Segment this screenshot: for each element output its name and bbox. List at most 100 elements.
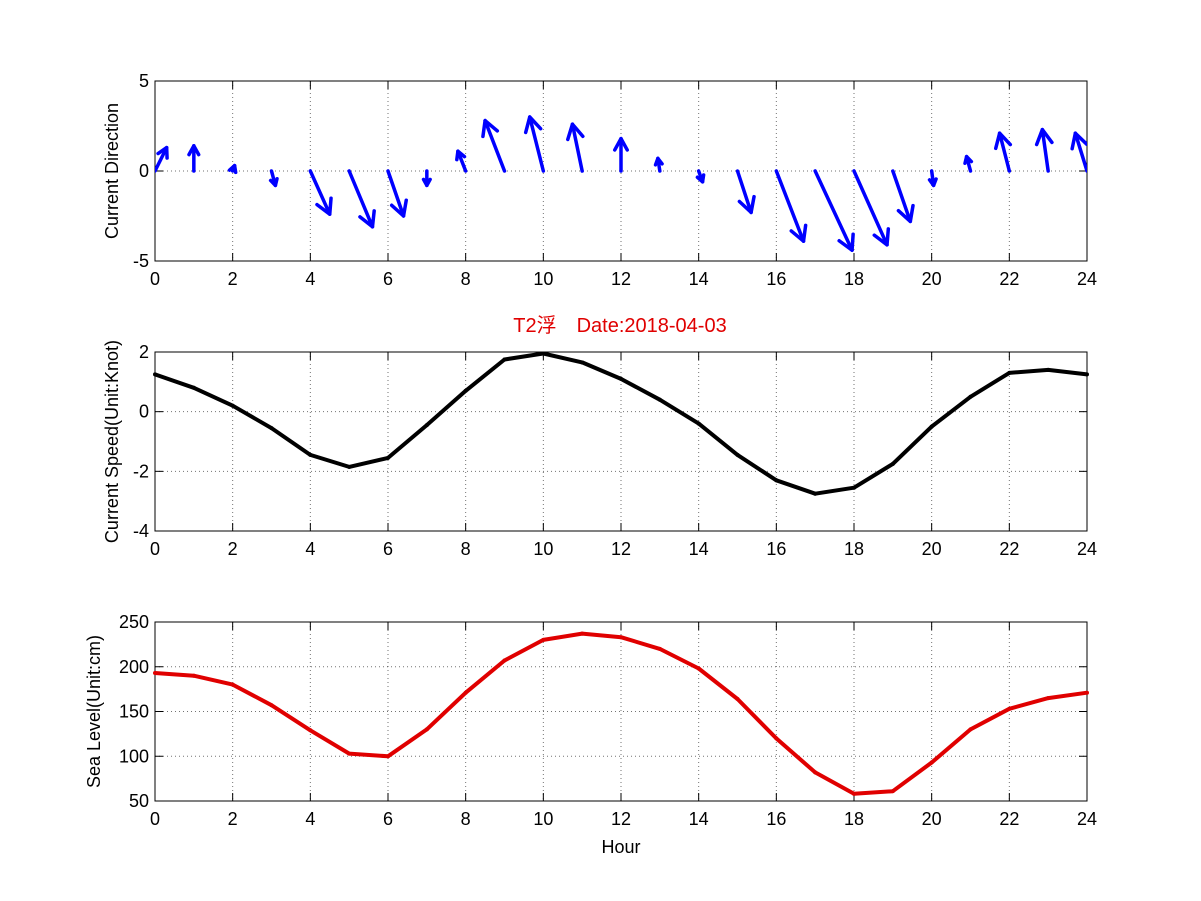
data-point: [230, 403, 235, 408]
quiver-arrow: [421, 169, 432, 188]
quiver-arrow: [1034, 127, 1054, 173]
x-tick-label: 0: [150, 269, 160, 289]
x-tick-label: 4: [305, 809, 315, 829]
x-tick-label: 6: [383, 539, 393, 559]
data-point: [269, 426, 274, 431]
x-tick-label: 22: [999, 539, 1019, 559]
y-axis-label: Sea Level(Unit:cm): [84, 635, 104, 788]
sea-level-line: [154, 631, 1088, 796]
y-tick-label: 250: [119, 612, 149, 632]
y-tick-label: 0: [139, 402, 149, 422]
quiver-arrow: [308, 169, 333, 216]
y-tick-label: -4: [133, 521, 149, 541]
data-point: [696, 666, 701, 671]
data-point: [308, 452, 313, 457]
quiver-arrow: [227, 163, 238, 175]
data-point: [541, 351, 546, 356]
y-tick-label: 2: [139, 342, 149, 362]
data-point: [968, 727, 973, 732]
quiver-arrow: [891, 169, 915, 224]
x-tick-label: 4: [305, 269, 315, 289]
x-tick-label: 0: [150, 809, 160, 829]
x-tick-label: 22: [999, 269, 1019, 289]
x-tick-label: 24: [1077, 269, 1097, 289]
data-point: [890, 461, 895, 466]
x-axis-label: Hour: [601, 837, 640, 857]
data-point: [929, 760, 934, 765]
x-tick-label: 4: [305, 539, 315, 559]
data-point: [463, 388, 468, 393]
quiver-arrow: [155, 145, 169, 173]
x-tick-label: 18: [844, 809, 864, 829]
quiver-arrow: [455, 149, 468, 173]
data-point: [269, 703, 274, 708]
data-point: [541, 637, 546, 642]
x-tick-label: 20: [922, 809, 942, 829]
data-point: [191, 673, 196, 678]
data-point: [580, 360, 585, 365]
y-tick-label: 200: [119, 657, 149, 677]
quiver-arrow: [268, 169, 279, 188]
y-tick-label: -5: [133, 251, 149, 271]
quiver-arrow: [695, 169, 706, 184]
data-point: [619, 376, 623, 381]
y-tick-label: 150: [119, 702, 149, 722]
x-tick-label: 8: [461, 269, 471, 289]
quiver-arrows: [155, 115, 1087, 252]
quiver-arrow: [386, 169, 408, 218]
data-point: [619, 635, 623, 640]
data-point: [308, 728, 313, 733]
data-point: [191, 385, 196, 390]
x-tick-label: 10: [533, 539, 553, 559]
quiver-arrow: [523, 115, 546, 173]
x-tick-label: 2: [228, 539, 238, 559]
y-tick-label: 100: [119, 746, 149, 766]
data-point: [1085, 690, 1089, 695]
data-point: [813, 491, 818, 496]
x-tick-label: 8: [461, 539, 471, 559]
data-point: [153, 372, 157, 377]
y-tick-label: 0: [139, 161, 149, 181]
y-tick-label: -2: [133, 461, 149, 481]
data-point: [657, 646, 662, 651]
data-point: [735, 696, 740, 701]
quiver-arrow: [993, 131, 1013, 173]
x-tick-label: 24: [1077, 539, 1097, 559]
x-tick-label: 6: [383, 809, 393, 829]
x-tick-label: 12: [611, 269, 631, 289]
x-tick-label: 18: [844, 539, 864, 559]
quiver-arrow: [1070, 131, 1087, 173]
y-tick-label: 50: [129, 791, 149, 811]
data-point: [852, 791, 856, 796]
x-tick-label: 14: [689, 269, 709, 289]
data-point: [347, 464, 352, 469]
data-point: [968, 394, 973, 399]
quiver-arrow: [481, 118, 507, 173]
y-tick-label: 5: [139, 71, 149, 91]
data-point: [1046, 367, 1051, 372]
data-point: [890, 789, 895, 794]
data-point: [580, 631, 585, 636]
data-point: [1085, 372, 1089, 377]
quiver-arrow: [735, 169, 756, 215]
data-point: [1007, 706, 1012, 711]
data-point: [347, 751, 352, 756]
x-tick-label: 2: [228, 269, 238, 289]
x-tick-label: 20: [922, 269, 942, 289]
data-point: [424, 423, 429, 428]
data-point: [502, 658, 507, 663]
data-point: [774, 478, 779, 483]
x-tick-label: 6: [383, 269, 393, 289]
x-tick-label: 20: [922, 539, 942, 559]
data-point: [230, 682, 235, 687]
y-axis-label: Current Speed(Unit:Knot): [102, 340, 122, 543]
x-tick-label: 14: [689, 539, 709, 559]
x-tick-label: 24: [1077, 809, 1097, 829]
x-tick-label: 10: [533, 809, 553, 829]
data-point: [657, 397, 662, 402]
x-tick-label: 14: [689, 809, 709, 829]
quiver-arrow: [963, 154, 974, 173]
